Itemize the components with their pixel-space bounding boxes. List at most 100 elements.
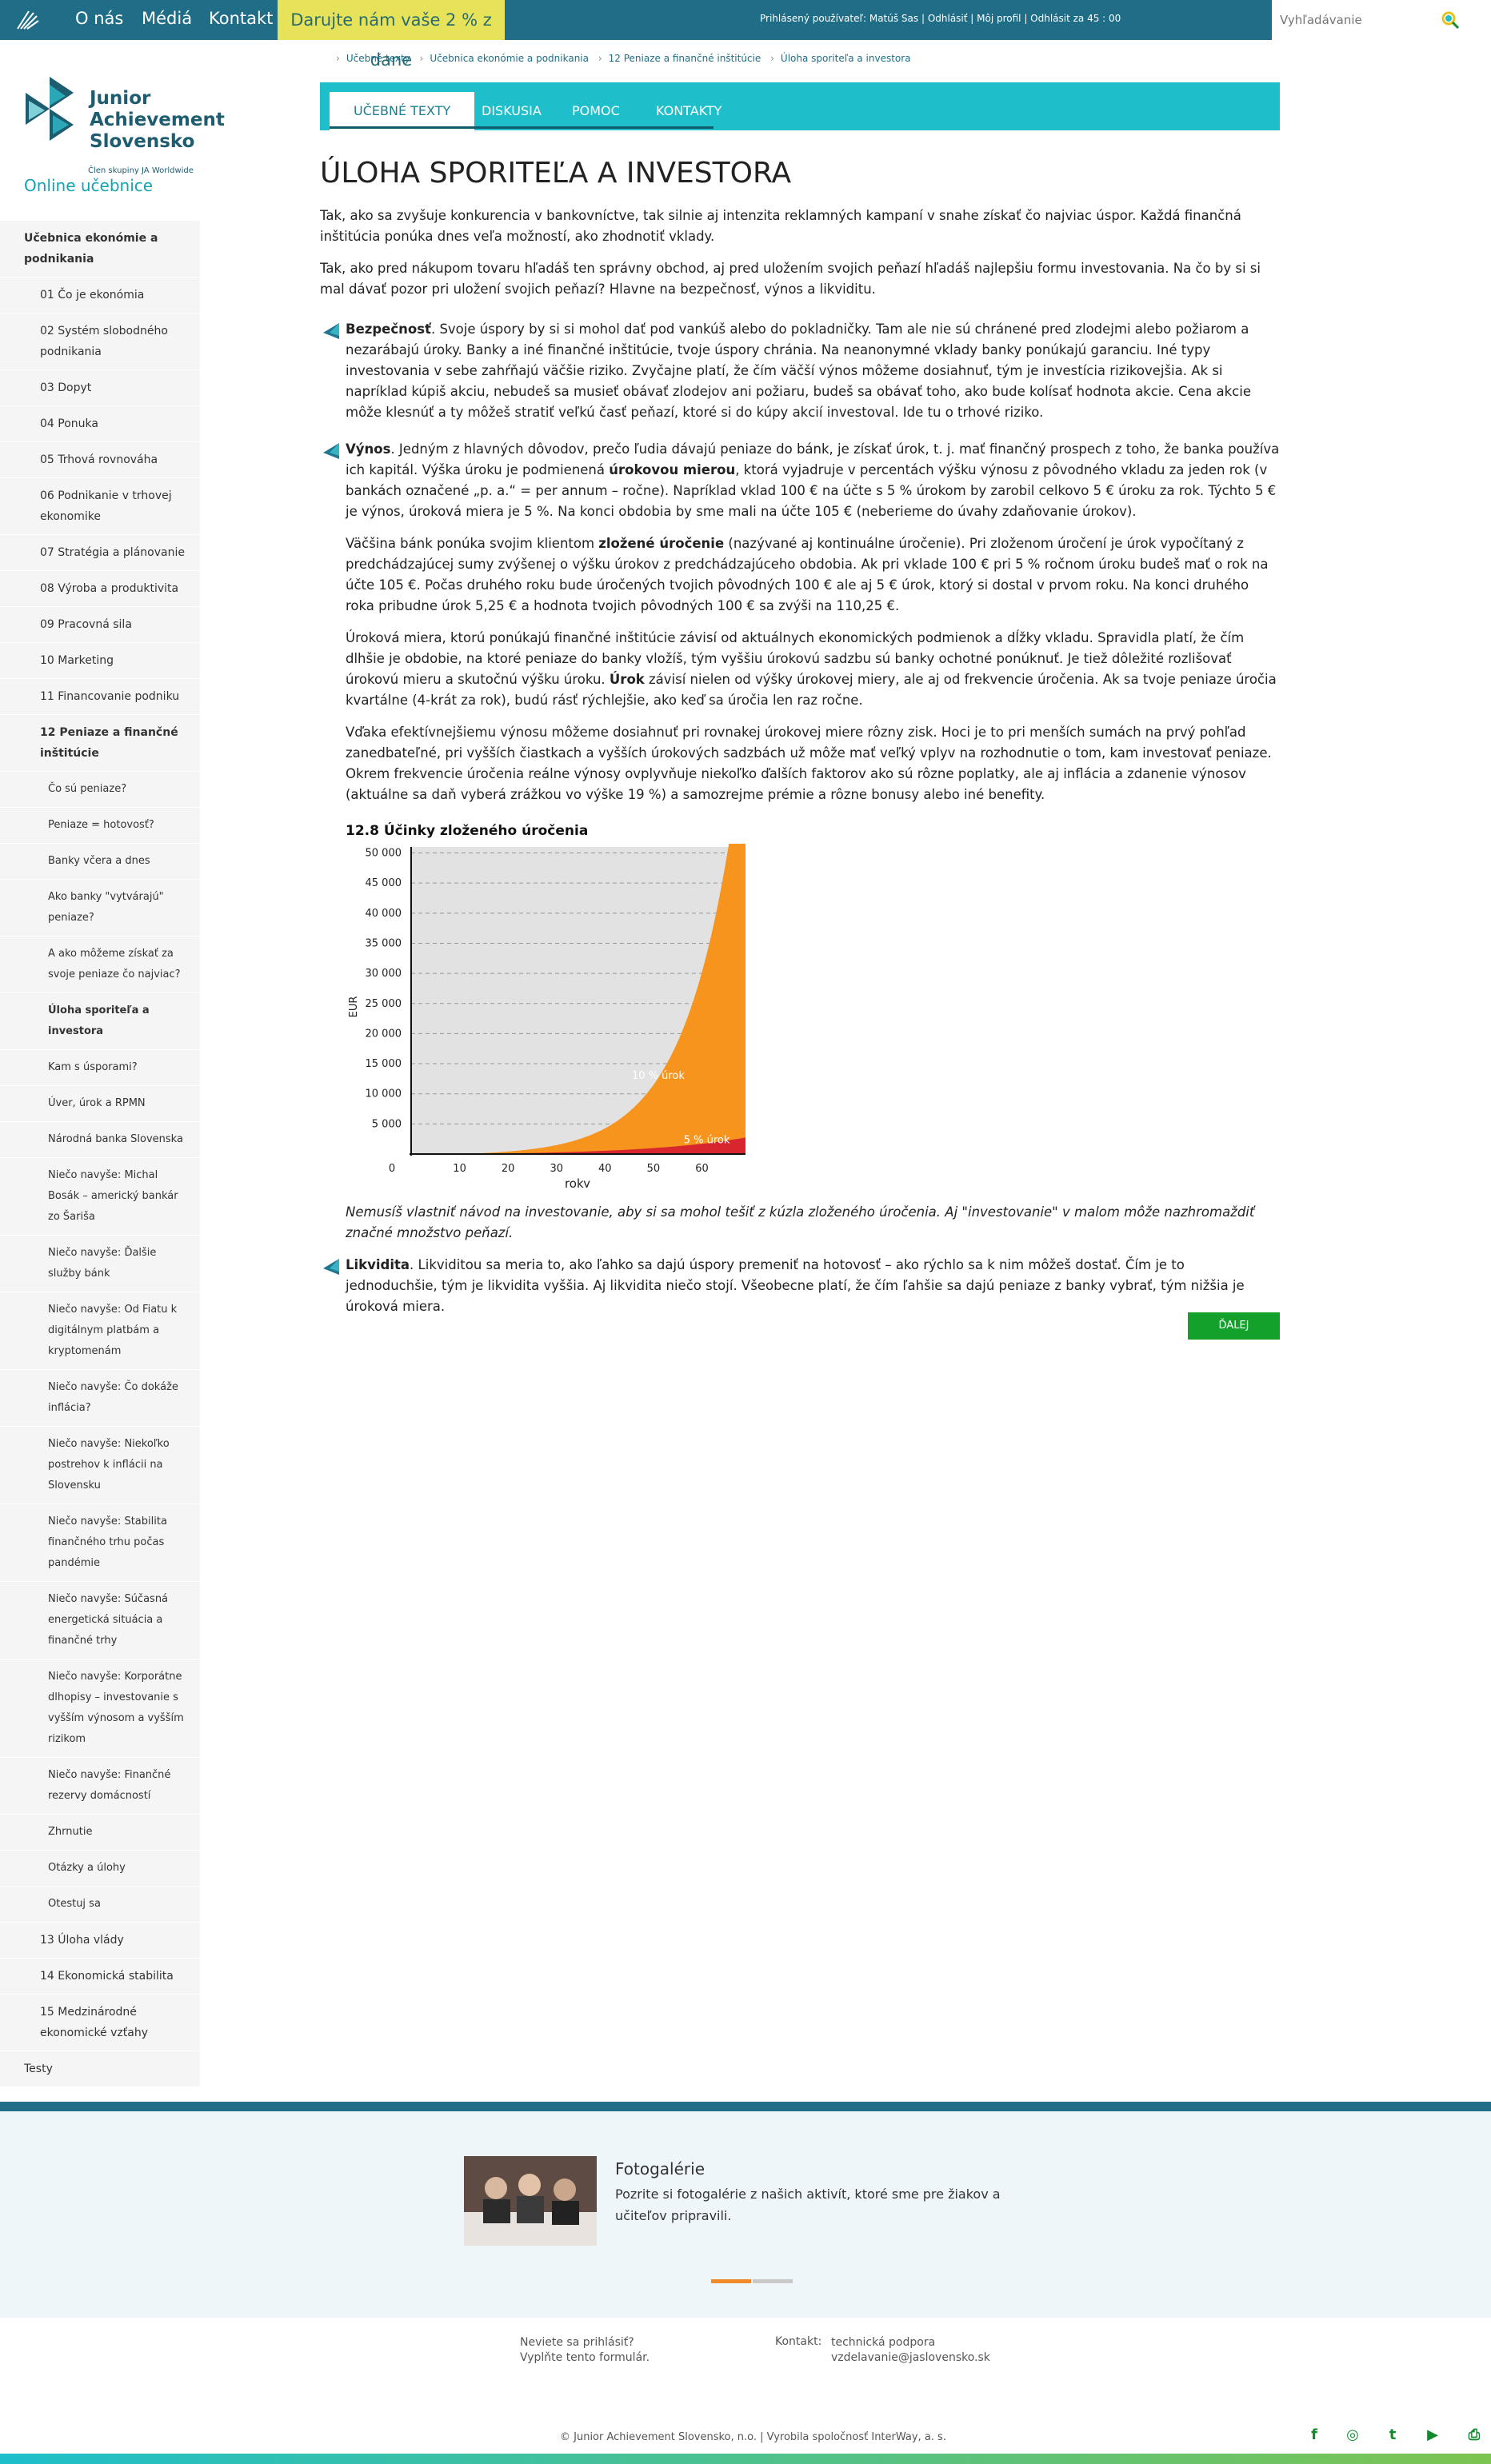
youtube-icon[interactable]: ▶: [1427, 2426, 1438, 2443]
section-bezpecnost-text: Bezpečnosť. Svoje úspory by si si mohol …: [346, 319, 1280, 423]
sidebar-item[interactable]: Zhrnutie: [0, 1814, 200, 1850]
gallery-pager[interactable]: [711, 2279, 793, 2283]
nav-o-nas[interactable]: O nás: [75, 9, 124, 28]
sidebar-item[interactable]: Úver, úrok a RPMN: [0, 1085, 200, 1121]
sidebar-item-label: Otestuj sa: [48, 1898, 101, 1910]
breadcrumb-item[interactable]: 12 Peniaze a finančné inštitúcie: [608, 53, 761, 64]
sidebar-item[interactable]: 03 Dopyt: [0, 369, 200, 405]
text: Úroková miera, ktorú ponúkajú finančné i…: [346, 630, 1245, 687]
nav-kontakt[interactable]: Kontakt: [209, 9, 274, 28]
sidebar-item-label: 14 Ekonomická stabilita: [40, 1970, 174, 1983]
sidebar-item[interactable]: Otestuj sa: [0, 1886, 200, 1922]
section-vynos-text-2: Väčšina bánk ponúka svojim klientom zlož…: [346, 533, 1280, 617]
twitter-icon[interactable]: t: [1389, 2426, 1397, 2443]
chart-x-tick-label: 40: [598, 1163, 612, 1175]
sidebar-item[interactable]: Otázky a úlohy: [0, 1850, 200, 1886]
sidebar-item[interactable]: Niečo navyše: Finančné rezervy domácnost…: [0, 1757, 200, 1814]
user-info[interactable]: Prihlásený používateľ: Matúš Sas | Odhlá…: [760, 13, 1121, 24]
sidebar-item-label: Národná banka Slovenska: [48, 1133, 183, 1145]
brand-line-1: Junior: [90, 88, 151, 109]
sidebar-item[interactable]: 15 Medzinárodné ekonomické vzťahy: [0, 1994, 200, 2051]
chart-x-tick-label: 10: [453, 1163, 466, 1175]
section-marker-icon: [323, 443, 339, 459]
login-help-line-2[interactable]: Vyplňte tento formulár.: [520, 2351, 650, 2364]
sidebar-item-label: Niečo navyše: Stabilita finančného trhu …: [48, 1516, 167, 1569]
tab-bar: UČEBNÉ TEXTY DISKUSIA POMOC KONTAKTY: [320, 82, 1280, 130]
sidebar-item[interactable]: Niečo navyše: Ďalšie služby bánk: [0, 1235, 200, 1292]
sidebar-item[interactable]: 11 Financovanie podniku: [0, 678, 200, 714]
sidebar-item[interactable]: 05 Trhová rovnováha: [0, 441, 200, 477]
sidebar-item[interactable]: Niečo navyše: Niekoľko postrehov k inflá…: [0, 1426, 200, 1504]
breadcrumb-item[interactable]: Učebnica ekonómie a podnikania: [430, 53, 589, 64]
sidebar-item[interactable]: Niečo navyše: Michal Bosák – americký ba…: [0, 1157, 200, 1235]
gallery-photo[interactable]: [464, 2156, 597, 2246]
sidebar-item[interactable]: 07 Stratégia a plánovanie: [0, 534, 200, 570]
sidebar-item[interactable]: Peniaze = hotovosť?: [0, 807, 200, 843]
sidebar-item[interactable]: 02 Systém slobodného podnikania: [0, 313, 200, 369]
breadcrumb-item-current[interactable]: Úloha sporiteľa a investora: [780, 53, 911, 64]
sidebar-item-label: Úloha sporiteľa a investora: [48, 1004, 150, 1037]
nav-media[interactable]: Médiá: [142, 9, 193, 28]
intro-paragraph-2: Tak, ako pred nákupom tovaru hľadáš ten …: [320, 261, 1261, 297]
term-bezpecnost: Bezpečnosť: [346, 321, 431, 337]
gallery-title[interactable]: Fotogalérie: [615, 2159, 706, 2178]
breadcrumb-item[interactable]: Učebné texty: [346, 53, 410, 64]
donate-link[interactable]: Darujte nám vaše 2 % z dane: [278, 0, 505, 70]
facebook-icon[interactable]: f: [1311, 2426, 1317, 2443]
sidebar-item-label: 02 Systém slobodného podnikania: [40, 325, 168, 358]
sidebar-item[interactable]: Ako banky "vytvárajú" peniaze?: [0, 879, 200, 936]
ja-logo-mini-icon[interactable]: [11, 5, 43, 35]
brand-logo[interactable]: Junior Achievement Slovensko Člen skupin…: [18, 62, 234, 175]
section-vynos-text: Výnos. Jedným z hlavných dôvodov, prečo …: [346, 439, 1280, 522]
sidebar-item-label: A ako môžeme získať za svoje peniaze čo …: [48, 948, 181, 980]
sidebar-item[interactable]: Banky včera a dnes: [0, 843, 200, 879]
login-help[interactable]: Neviete sa prihlásiť? Vyplňte tento form…: [520, 2335, 650, 2366]
print-icon[interactable]: ⎙: [1468, 2426, 1481, 2443]
sidebar-item[interactable]: 06 Podnikanie v trhovej ekonomike: [0, 477, 200, 534]
search-input[interactable]: [1280, 10, 1440, 30]
sidebar-item[interactable]: Čo sú peniaze?: [0, 771, 200, 807]
text: závisí nielen od výšky úrokovej miery, a…: [346, 672, 1277, 708]
sidebar-item[interactable]: Niečo navyše: Od Fiatu k digitálnym plat…: [0, 1292, 200, 1369]
tab-pomoc[interactable]: POMOC: [572, 103, 620, 118]
tab-kontakty[interactable]: KONTAKTY: [656, 103, 722, 118]
sidebar-item-label: Testy: [24, 2063, 53, 2075]
next-button[interactable]: ĎALEJ: [1188, 1312, 1280, 1340]
chart-x-tick-label: 60: [695, 1163, 709, 1175]
sidebar-item[interactable]: Niečo navyše: Korporátne dlhopisy – inve…: [0, 1659, 200, 1757]
sidebar-item-label: Niečo navyše: Finančné rezervy domácnost…: [48, 1769, 171, 1802]
sidebar-item[interactable]: Kam s úsporami?: [0, 1049, 200, 1085]
term-urokova-miera: úrokovou mierou: [609, 462, 736, 477]
term-urok: Úrok: [609, 672, 645, 687]
sidebar-item[interactable]: Niečo navyše: Stabilita finančného trhu …: [0, 1504, 200, 1581]
footer-divider: [0, 2102, 1491, 2111]
sidebar-item[interactable]: Niečo navyše: Čo dokáže inflácia?: [0, 1369, 200, 1426]
sidebar-item-label: 13 Úloha vlády: [40, 1934, 124, 1947]
chart-y-tick-label: 20 000: [366, 1028, 402, 1040]
sidebar-item[interactable]: Niečo navyše: Súčasná energetická situác…: [0, 1581, 200, 1659]
support-email-link[interactable]: vzdelavanie@jaslovensko.sk: [831, 2351, 990, 2364]
sidebar-heading[interactable]: Online učebnice: [24, 176, 154, 195]
search-icon[interactable]: [1440, 10, 1461, 30]
sidebar-item[interactable]: 13 Úloha vlády: [0, 1922, 200, 1958]
section-vynos-text-4: Vďaka efektívnejšiemu výnosu môžeme dosi…: [346, 725, 1272, 802]
sidebar-item[interactable]: 12 Peniaze a finančné inštitúcie: [0, 714, 200, 771]
instagram-icon[interactable]: ◎: [1346, 2426, 1359, 2443]
sidebar-item[interactable]: 10 Marketing: [0, 642, 200, 678]
sidebar-item[interactable]: A ako môžeme získať za svoje peniaze čo …: [0, 936, 200, 992]
sidebar-item[interactable]: 08 Výroba a produktivita: [0, 570, 200, 606]
sidebar-item[interactable]: Testy: [0, 2051, 200, 2087]
sidebar-item[interactable]: Národná banka Slovenska: [0, 1121, 200, 1157]
tab-diskusia[interactable]: DISKUSIA: [482, 103, 542, 118]
tab-ucebne-texty[interactable]: UČEBNÉ TEXTY: [330, 92, 475, 130]
sidebar-item[interactable]: 09 Pracovná sila: [0, 606, 200, 642]
sidebar-item[interactable]: 14 Ekonomická stabilita: [0, 1958, 200, 1994]
sidebar-item[interactable]: 04 Ponuka: [0, 405, 200, 441]
sidebar-item-label: 11 Financovanie podniku: [40, 690, 180, 703]
sidebar-item[interactable]: 01 Čo je ekonómia: [0, 277, 200, 313]
sidebar-item[interactable]: Učebnica ekonómie a podnikania: [0, 220, 200, 277]
breadcrumb: › Učebné texty › Učebnica ekonómie a podni…: [336, 53, 911, 64]
sidebar-item[interactable]: Úloha sporiteľa a investora: [0, 992, 200, 1049]
section-vynos: Výnos. Jedným z hlavných dôvodov, prečo …: [320, 439, 1280, 805]
section-likvidita-body: . Likviditou sa meria to, ako ľahko sa d…: [346, 1257, 1245, 1314]
